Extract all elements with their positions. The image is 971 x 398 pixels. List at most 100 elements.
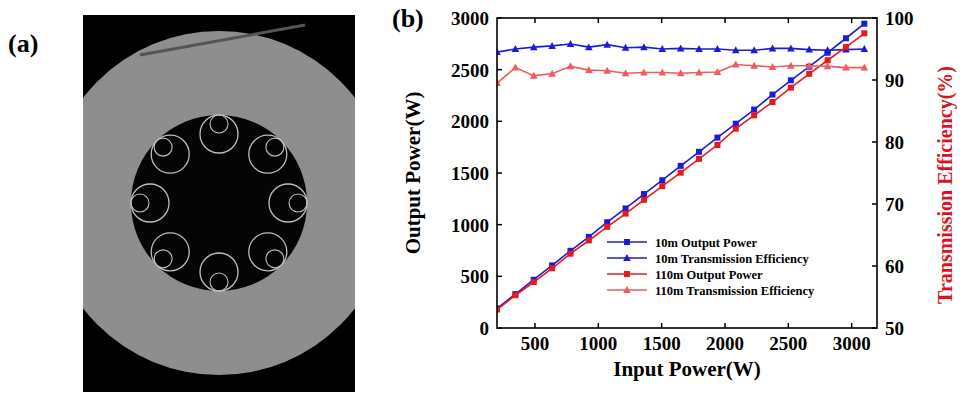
data-point xyxy=(586,237,592,243)
y-tick-label: 1500 xyxy=(451,163,489,184)
data-point xyxy=(677,69,685,76)
series-line xyxy=(497,33,864,309)
legend-label: 110m Transmission Efficiency xyxy=(655,284,815,298)
x-tick-label: 2500 xyxy=(769,333,807,354)
data-point xyxy=(695,45,703,52)
data-point xyxy=(677,44,685,51)
legend-marker xyxy=(623,254,631,261)
ring xyxy=(83,25,355,375)
data-point xyxy=(640,43,648,50)
data-point xyxy=(659,177,665,183)
data-point xyxy=(843,44,849,50)
legend-marker xyxy=(624,239,630,245)
y2-tick-label: 90 xyxy=(885,70,904,91)
data-point xyxy=(641,197,647,203)
data-point xyxy=(678,170,684,176)
data-point xyxy=(769,63,777,70)
data-point xyxy=(750,62,758,69)
y2-tick-label: 50 xyxy=(885,318,904,339)
series-line xyxy=(497,24,864,309)
x-tick-label: 500 xyxy=(521,333,550,354)
y-tick-label: 0 xyxy=(480,318,490,339)
figure: (a)(b)5001000150020002500300005001000150… xyxy=(0,0,971,398)
y-tick-label: 2000 xyxy=(451,111,489,132)
data-point xyxy=(512,292,518,298)
data-point xyxy=(548,70,556,77)
data-point xyxy=(714,135,720,141)
x-tick-label: 1000 xyxy=(579,333,617,354)
x-tick-label: 2000 xyxy=(706,333,744,354)
data-point xyxy=(696,149,702,155)
y2-axis-label: Transmission Efficiency(%) xyxy=(934,66,957,304)
plot-frame xyxy=(497,18,877,328)
legend-marker xyxy=(624,271,630,277)
data-point xyxy=(530,72,538,79)
data-point xyxy=(567,40,575,47)
capillary xyxy=(200,253,238,291)
data-point xyxy=(567,62,575,69)
data-point xyxy=(512,64,520,71)
x-tick-label: 3000 xyxy=(833,333,871,354)
legend-label: 110m Output Power xyxy=(655,268,763,282)
y2-tick-label: 80 xyxy=(885,132,904,153)
data-point xyxy=(843,35,849,41)
data-point xyxy=(530,43,538,50)
capillary xyxy=(151,233,189,271)
scratch xyxy=(140,25,305,55)
data-point xyxy=(842,64,850,71)
data-point xyxy=(659,183,665,189)
data-point xyxy=(678,163,684,169)
panel-label: (b) xyxy=(392,4,424,33)
data-point xyxy=(567,251,573,257)
data-point xyxy=(622,69,630,76)
data-point xyxy=(585,43,593,50)
nested-capillary xyxy=(210,273,228,291)
nested-capillary xyxy=(210,115,228,133)
data-point xyxy=(861,64,869,71)
data-point xyxy=(770,99,776,105)
data-point xyxy=(769,44,777,51)
nested-capillary xyxy=(266,250,284,268)
data-point xyxy=(531,279,537,285)
data-point xyxy=(788,77,794,83)
data-point xyxy=(659,45,667,52)
data-point xyxy=(696,156,702,162)
nested-capillary xyxy=(131,194,149,212)
data-point xyxy=(604,224,610,230)
y-tick-label: 1000 xyxy=(451,215,489,236)
data-point xyxy=(751,107,757,113)
capillary xyxy=(151,135,189,173)
data-point xyxy=(824,46,832,53)
data-point xyxy=(659,69,667,76)
data-point xyxy=(787,44,795,51)
data-point xyxy=(805,62,813,69)
data-point xyxy=(751,112,757,118)
fiber-image xyxy=(47,15,391,392)
data-point xyxy=(585,66,593,73)
data-point xyxy=(732,61,740,68)
capillary xyxy=(249,233,287,271)
data-point xyxy=(861,45,869,52)
data-point xyxy=(512,45,520,52)
data-point xyxy=(824,62,832,69)
y2-tick-label: 70 xyxy=(885,194,904,215)
data-point xyxy=(750,46,758,53)
hollow-core xyxy=(131,115,307,291)
capillary xyxy=(249,135,287,173)
data-point xyxy=(641,191,647,197)
data-point xyxy=(623,211,629,217)
y-tick-label: 3000 xyxy=(451,8,489,29)
data-point xyxy=(787,62,795,69)
y-tick-label: 500 xyxy=(461,266,490,287)
capillary xyxy=(200,115,238,153)
data-point xyxy=(805,46,813,53)
data-point xyxy=(603,67,611,74)
x-tick-label: 1500 xyxy=(643,333,681,354)
legend-label: 10m Transmission Efficiency xyxy=(655,252,809,266)
cladding xyxy=(83,31,355,375)
x-axis-label: Input Power(W) xyxy=(613,357,761,381)
data-point xyxy=(788,85,794,91)
nested-capillary xyxy=(289,194,307,212)
data-point xyxy=(548,42,556,49)
data-point xyxy=(806,71,812,77)
